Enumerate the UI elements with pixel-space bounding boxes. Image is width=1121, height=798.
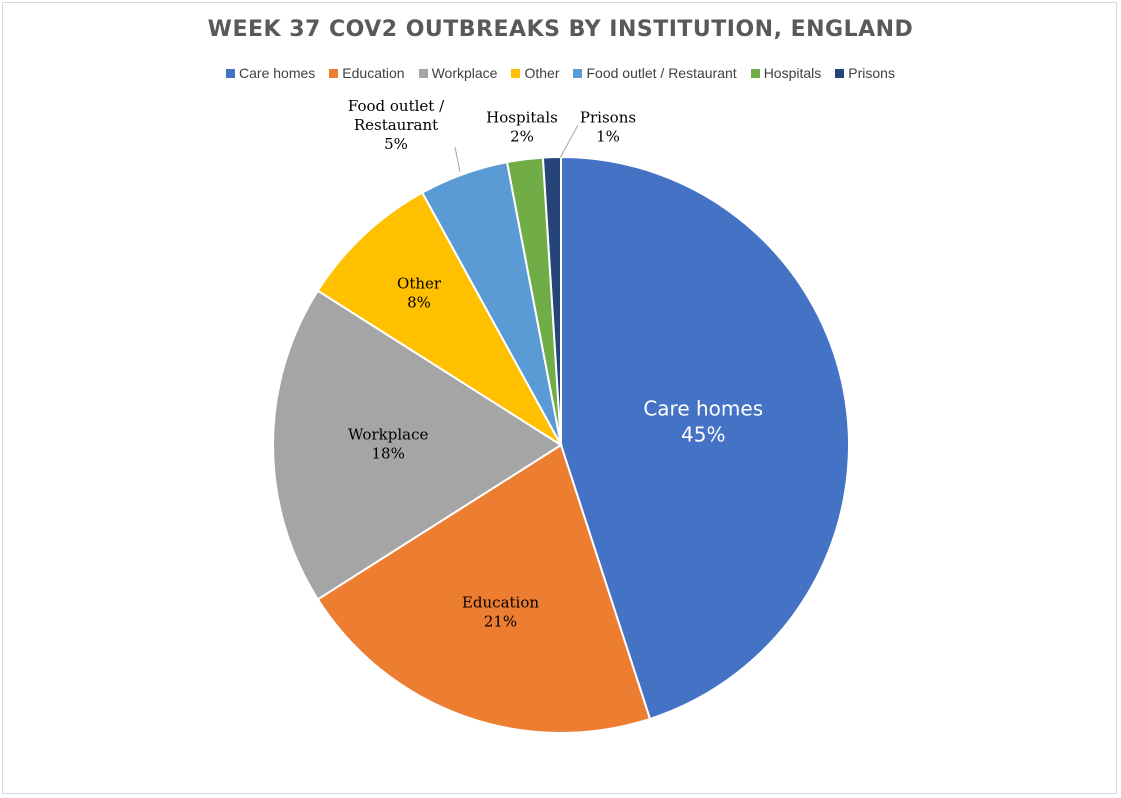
legend-label: Care homes (239, 65, 316, 81)
data-label-prisons: Prisons 1% (580, 109, 636, 146)
legend-swatch (418, 68, 428, 78)
legend-label: Prisons (848, 65, 895, 81)
data-label-name: Prisons (580, 109, 636, 127)
legend-swatch (750, 68, 760, 78)
data-label-value: 5% (384, 135, 408, 153)
legend-swatch (511, 68, 521, 78)
legend-item-hospitals: Hospitals (750, 65, 822, 81)
pie-slice-workplace (272, 289, 563, 601)
legend-label: Education (342, 65, 405, 81)
legend-swatch (329, 68, 339, 78)
chart-legend: Care homes Education Workplace Other Food ou… (0, 65, 1121, 81)
legend-item-prisons: Prisons (835, 65, 895, 81)
legend-label: Other (524, 65, 560, 81)
leader-line (559, 124, 579, 159)
data-label-name: Care homes (643, 396, 763, 420)
legend-label: Hospitals (763, 65, 822, 81)
data-label-value: 45% (681, 422, 725, 446)
legend-swatch (226, 68, 236, 78)
pie-slice-care-homes (560, 155, 850, 721)
data-label-name: Other (397, 274, 442, 292)
legend-item-other: Other (511, 65, 559, 81)
data-label-value: 18% (372, 445, 405, 463)
data-label-name: Restaurant (354, 116, 438, 134)
data-label-education: Education 21% (462, 594, 539, 631)
data-label-workplace: Workplace 18% (348, 426, 428, 463)
data-label-food-outlet-restaurant: Food outlet / Restaurant 5% (348, 97, 445, 153)
pie-slice-education (316, 443, 652, 734)
data-label-name: Education (462, 594, 539, 612)
chart-title: WEEK 37 COV2 OUTBREAKS BY INSTITUTION, E… (207, 17, 914, 42)
legend-swatch (835, 68, 845, 78)
data-label-hospitals: Hospitals 2% (486, 109, 558, 146)
data-label-care-homes: Care homes 45% (643, 396, 763, 446)
data-label-value: 8% (407, 293, 431, 311)
data-label-other: Other 8% (397, 274, 442, 311)
data-label-value: 21% (484, 613, 517, 631)
legend-item-food-outlet-restaurant: Food outlet / Restaurant (573, 65, 737, 81)
data-label-value: 1% (596, 128, 620, 146)
data-label-name: Workplace (348, 426, 428, 444)
legend-item-workplace: Workplace (418, 65, 498, 81)
legend-swatch (573, 68, 583, 78)
legend-item-care-homes: Care homes (226, 65, 315, 81)
legend-label: Workplace (431, 65, 498, 81)
pie-slice-other (316, 191, 562, 446)
data-label-value: 2% (510, 128, 534, 146)
legend-label: Food outlet / Restaurant (586, 65, 737, 81)
data-label-name: Hospitals (486, 109, 558, 127)
data-label-name: Food outlet / (348, 97, 445, 115)
leader-line (454, 146, 461, 173)
legend-item-education: Education (329, 65, 405, 81)
